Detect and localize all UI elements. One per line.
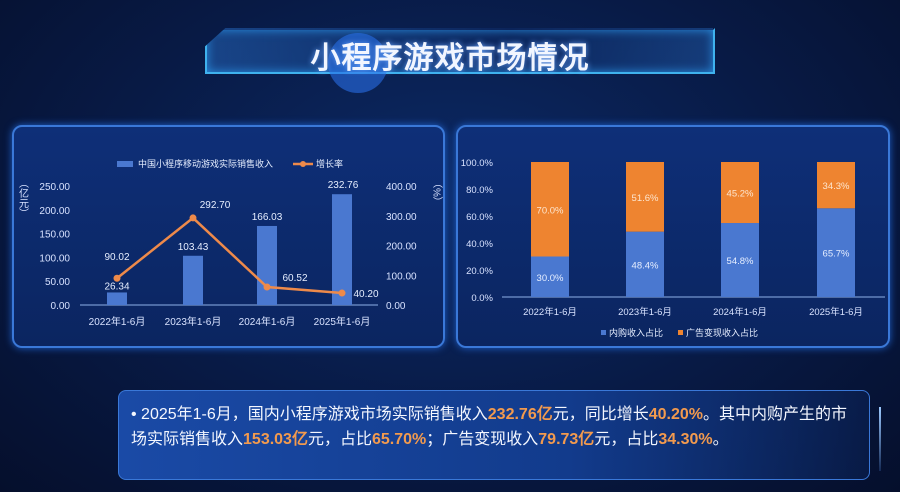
y-tick-label: 100.0% xyxy=(461,158,494,169)
revenue-bar xyxy=(183,255,203,305)
growth-point xyxy=(189,214,197,222)
revenue-bar xyxy=(332,194,352,305)
in-app-share-bar xyxy=(531,256,569,297)
growth-point xyxy=(338,289,346,297)
in-app-share-bar xyxy=(721,223,759,297)
ad-share-label: 51.6% xyxy=(632,193,659,204)
y-tick-label: 100.00 xyxy=(39,253,70,264)
bar-value-label: 166.03 xyxy=(252,212,283,223)
x-tick-label: 2022年1-6月 xyxy=(523,306,577,318)
growth-line xyxy=(116,216,343,295)
highlight-value: 153.03亿 xyxy=(243,430,308,448)
summary-segment: 元，占比 xyxy=(594,430,659,448)
in-app-share-label: 30.0% xyxy=(537,273,564,284)
x-tick-label: 2023年1-6月 xyxy=(618,306,672,318)
y-tick-label: 0.00 xyxy=(51,301,71,312)
in-app-share-bar xyxy=(626,231,664,297)
legend-line-label: 增长率 xyxy=(316,158,343,169)
ad-share-bar xyxy=(531,162,569,257)
legend-ad-swatch xyxy=(678,330,683,335)
ad-share-label: 45.2% xyxy=(727,189,754,200)
x-tick-label: 2024年1-6月 xyxy=(239,315,296,328)
y-tick-label: 20.0% xyxy=(466,266,493,277)
revenue-bar xyxy=(107,292,127,305)
highlight-value: 232.76亿 xyxy=(487,406,553,423)
y-tick-label: 40.0% xyxy=(466,239,493,250)
title-frame xyxy=(205,28,715,74)
scroll-indicator xyxy=(879,407,881,471)
x-tick-label: 2024年1-6月 xyxy=(713,306,767,318)
in-app-share-label: 65.7% xyxy=(823,249,850,260)
legend-bar-label: 中国小程序移动游戏实际销售收入 xyxy=(138,158,273,169)
ad-share-bar xyxy=(817,162,855,209)
in-app-share-bar xyxy=(817,208,855,297)
y-tick-label: 0.0% xyxy=(471,293,493,304)
y-tick-label: 250.00 xyxy=(39,182,70,193)
summary-segment: 。 xyxy=(712,430,729,448)
ad-share-label: 70.0% xyxy=(537,205,564,216)
ad-share-label: 34.3% xyxy=(823,181,850,192)
summary-segment: 。其中内购产生的市场实际销售收入 xyxy=(131,406,848,448)
y2-tick-label: 300.00 xyxy=(386,212,417,223)
page-title: 小程序游戏市场情况 xyxy=(310,42,590,75)
x-tick-label: 2025年1-6月 xyxy=(809,306,863,318)
growth-value-label: 40.20 xyxy=(353,289,378,300)
legend-in-app-label: 内购收入占比 xyxy=(609,327,663,338)
summary-text: 2025年1-6月，国内小程序游戏市场实际销售收入232.76亿元，同比增长40… xyxy=(131,406,847,448)
legend-line-marker xyxy=(300,161,306,167)
summary-segment: 元，同比增长 xyxy=(552,406,649,423)
highlight-value: 65.70% xyxy=(371,430,427,448)
y-tick-label: 200.00 xyxy=(39,206,70,217)
ad-share-bar xyxy=(721,162,759,224)
legend-in-app-swatch xyxy=(601,330,606,335)
revenue-bar xyxy=(257,225,277,305)
y2-tick-label: 200.00 xyxy=(386,242,417,253)
y-tick-label: 60.0% xyxy=(466,212,493,223)
y-tick-label: 80.0% xyxy=(466,185,493,196)
y2-axis-label: （%） xyxy=(431,178,443,207)
legend-bar-swatch xyxy=(117,161,133,167)
highlight-value: 34.30% xyxy=(658,430,713,448)
growth-value-label: 60.52 xyxy=(282,273,307,284)
y-tick-label: 50.00 xyxy=(45,277,70,288)
in-app-share-label: 48.4% xyxy=(632,260,659,271)
growth-point xyxy=(113,274,121,282)
y2-tick-label: 400.00 xyxy=(386,182,417,193)
in-app-share-label: 54.8% xyxy=(727,256,754,267)
y-axis-label: （亿元） xyxy=(17,178,29,218)
bar-value-label: 232.76 xyxy=(328,180,359,191)
watermark-logo-icon xyxy=(328,33,388,93)
highlight-value: 40.20% xyxy=(648,406,704,423)
legend-ad-label: 广告变现收入占比 xyxy=(686,327,758,338)
bar-value-label: 103.43 xyxy=(178,242,209,253)
revenue-chart-panel xyxy=(12,125,445,348)
summary-segment: 2025年1-6月，国内小程序游戏市场实际销售收入 xyxy=(141,406,488,423)
x-tick-label: 2022年1-6月 xyxy=(89,315,146,328)
summary-segment: 元，占比 xyxy=(307,430,372,448)
y2-tick-label: 100.00 xyxy=(386,271,417,282)
summary-segment: ；广告变现收入 xyxy=(426,430,539,448)
growth-point xyxy=(263,283,271,291)
bullet: • xyxy=(131,406,142,423)
summary-box: • 2025年1-6月，国内小程序游戏市场实际销售收入232.76亿元，同比增长… xyxy=(118,390,870,480)
growth-value-label: 292.70 xyxy=(200,200,231,211)
x-tick-label: 2025年1-6月 xyxy=(314,315,371,328)
y-tick-label: 150.00 xyxy=(39,230,70,241)
y2-tick-label: 0.00 xyxy=(386,301,406,312)
growth-value-label: 90.02 xyxy=(104,252,129,263)
ad-share-bar xyxy=(626,162,664,232)
x-tick-label: 2023年1-6月 xyxy=(165,315,222,328)
highlight-value: 79.73亿 xyxy=(538,430,595,448)
bar-value-label: 26.34 xyxy=(104,281,129,292)
